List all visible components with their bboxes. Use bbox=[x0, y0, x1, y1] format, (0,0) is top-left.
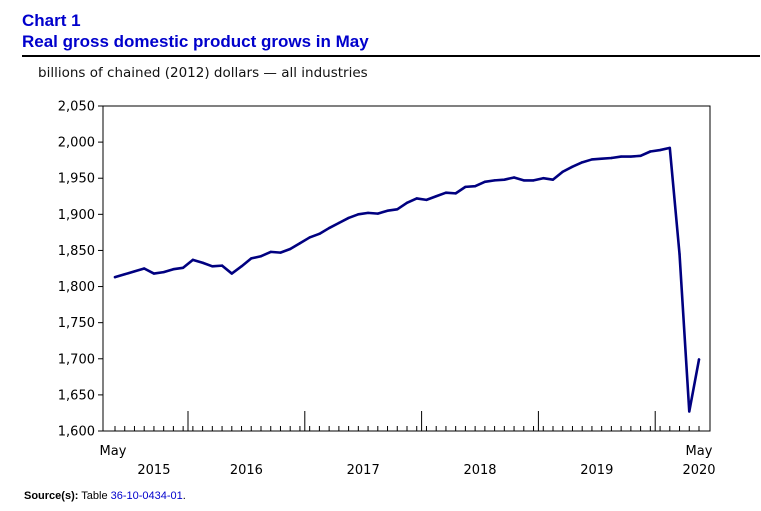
data-point bbox=[542, 177, 545, 180]
data-point bbox=[590, 158, 594, 161]
data-point bbox=[678, 252, 681, 256]
chart-title: Real gross domestic product grows in May bbox=[22, 32, 369, 51]
data-point bbox=[454, 192, 457, 195]
x-year-label: 2019 bbox=[580, 463, 613, 478]
y-tick-label: 1,650 bbox=[58, 388, 95, 403]
y-axis-units-label: billions of chained (2012) dollars — all… bbox=[38, 65, 368, 81]
data-point bbox=[532, 179, 535, 182]
data-point bbox=[123, 273, 126, 276]
data-point bbox=[649, 150, 652, 153]
chart-heading: Chart 1 Real gross domestic product grow… bbox=[22, 10, 369, 52]
data-point bbox=[201, 261, 204, 264]
x-year-label: 2017 bbox=[347, 463, 380, 478]
source-label: Source(s): bbox=[24, 490, 79, 502]
data-point bbox=[259, 255, 263, 258]
title-divider bbox=[22, 55, 760, 57]
data-point bbox=[551, 178, 555, 181]
data-point bbox=[366, 211, 370, 215]
data-point bbox=[162, 270, 165, 274]
data-point bbox=[561, 170, 564, 173]
data-point bbox=[298, 242, 302, 245]
data-point bbox=[181, 266, 185, 269]
data-point bbox=[240, 265, 243, 268]
source-note: Source(s): Table 36-10-0434-01. bbox=[24, 490, 186, 502]
data-point bbox=[639, 154, 642, 158]
data-point bbox=[435, 195, 438, 198]
x-year-label: 2020 bbox=[682, 463, 715, 478]
x-year-label: 2016 bbox=[230, 463, 263, 478]
data-point bbox=[512, 176, 516, 179]
y-tick-label: 1,700 bbox=[58, 352, 95, 367]
data-point bbox=[503, 178, 506, 181]
data-point bbox=[191, 258, 195, 262]
x-end-month-label: May bbox=[686, 444, 713, 459]
series-line-all-industries bbox=[113, 146, 701, 413]
y-tick-label: 1,950 bbox=[58, 172, 95, 187]
x-start-month-label: May bbox=[100, 444, 127, 459]
data-point bbox=[250, 257, 253, 260]
y-tick-label: 2,000 bbox=[58, 136, 95, 151]
data-point bbox=[571, 165, 574, 168]
data-point bbox=[376, 212, 379, 215]
data-point bbox=[279, 251, 282, 254]
data-point bbox=[152, 272, 156, 275]
data-point bbox=[425, 198, 428, 202]
data-point bbox=[308, 236, 311, 239]
y-tick-label: 1,900 bbox=[58, 208, 95, 223]
data-point bbox=[269, 250, 272, 254]
data-point bbox=[668, 146, 671, 150]
data-point bbox=[396, 208, 399, 211]
data-point bbox=[610, 156, 613, 160]
data-point bbox=[473, 184, 477, 188]
data-point bbox=[347, 216, 350, 220]
data-point bbox=[522, 179, 525, 182]
source-prefix: Table bbox=[81, 490, 108, 502]
chart-number: Chart 1 bbox=[22, 11, 81, 30]
y-tick-label: 1,600 bbox=[58, 425, 95, 440]
data-point bbox=[133, 270, 136, 273]
data-point bbox=[493, 179, 496, 182]
plot-frame bbox=[102, 105, 711, 432]
data-point bbox=[113, 275, 117, 279]
data-point bbox=[386, 209, 389, 212]
data-point bbox=[220, 264, 224, 267]
data-point bbox=[289, 247, 292, 251]
source-suffix: . bbox=[182, 490, 186, 502]
data-point bbox=[444, 191, 448, 194]
data-point bbox=[327, 226, 331, 230]
y-tick-label: 2,050 bbox=[58, 100, 95, 115]
data-point bbox=[688, 410, 691, 413]
data-point bbox=[357, 213, 360, 216]
data-point bbox=[581, 161, 584, 164]
data-point bbox=[629, 155, 633, 158]
x-year-label: 2015 bbox=[137, 463, 170, 478]
data-point bbox=[415, 197, 418, 200]
data-point bbox=[172, 268, 175, 271]
y-tick-label: 1,850 bbox=[58, 244, 95, 259]
data-point bbox=[619, 155, 623, 158]
x-year-label: 2018 bbox=[463, 463, 496, 478]
data-point bbox=[143, 267, 146, 270]
source-table-link[interactable]: 36-10-0434-01 bbox=[110, 490, 183, 502]
data-point bbox=[483, 180, 487, 184]
data-point bbox=[230, 272, 233, 275]
y-tick-label: 1,750 bbox=[58, 316, 95, 331]
data-point bbox=[697, 358, 701, 361]
data-point bbox=[464, 185, 467, 189]
data-point bbox=[211, 265, 214, 268]
data-point bbox=[405, 201, 409, 204]
data-point bbox=[318, 232, 321, 236]
data-point bbox=[658, 148, 662, 152]
data-point bbox=[337, 221, 341, 225]
y-tick-label: 1,800 bbox=[58, 280, 95, 295]
data-point bbox=[600, 157, 603, 160]
